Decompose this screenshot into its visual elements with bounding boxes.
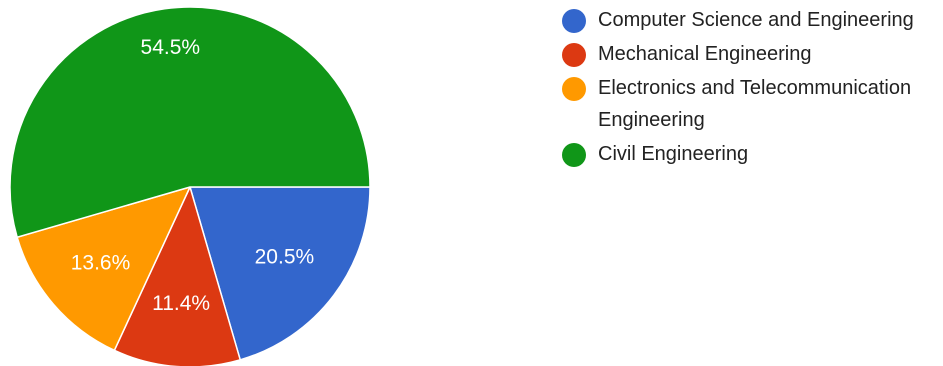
pie-slice[interactable]: [16, 185, 192, 352]
slice-value-label: 11.4%: [152, 292, 210, 315]
legend-label: Electronics and Telecommunication Engine…: [598, 77, 912, 131]
legend-label: Computer Science and Engineering: [598, 9, 914, 31]
legend-swatch: [562, 9, 586, 33]
legend-item[interactable]: Electronics and Telecommunication Engine…: [562, 72, 943, 136]
pie-slice[interactable]: [113, 184, 242, 366]
legend-item[interactable]: Mechanical Engineering: [562, 38, 943, 70]
legend-swatch: [562, 43, 586, 67]
legend-item[interactable]: Computer Science and Engineering: [562, 4, 943, 36]
slice-value-label: 13.6%: [71, 251, 131, 274]
pie-slice[interactable]: [189, 186, 371, 361]
legend-label: Mechanical Engineering: [598, 43, 812, 65]
legend-label: Civil Engineering: [598, 143, 749, 165]
pie-chart: 20.5% 11.4% 13.6% 54.5%: [9, 6, 371, 366]
legend-swatch: [562, 77, 586, 101]
slice-value-label: 20.5%: [255, 245, 315, 268]
legend-item[interactable]: Civil Engineering: [562, 138, 943, 170]
legend-swatch: [562, 143, 586, 167]
legend: Computer Science and Engineering Mechanic…: [562, 4, 943, 172]
slice-value-label: 54.5%: [141, 36, 201, 59]
pie-slice[interactable]: [9, 6, 371, 239]
